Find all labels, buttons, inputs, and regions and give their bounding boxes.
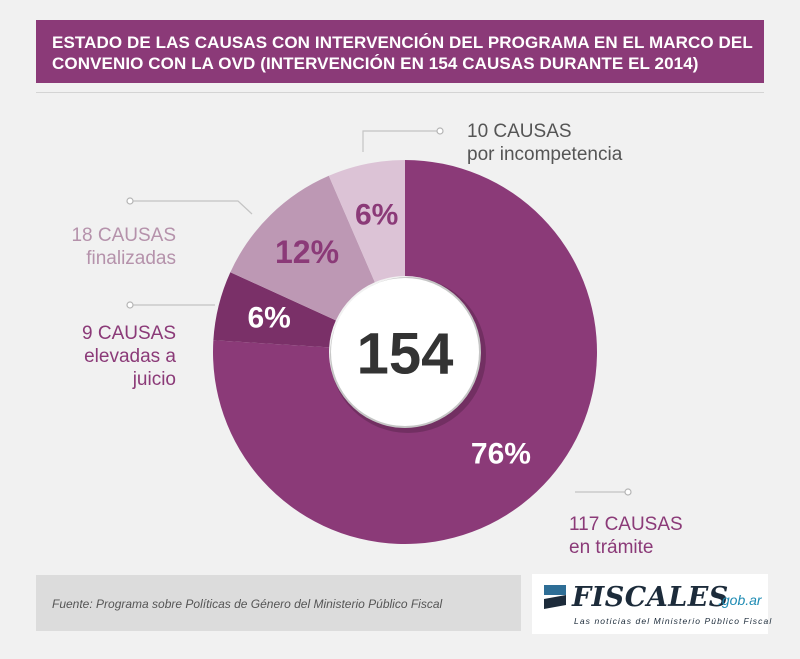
- leader-dot-finalizadas: [126, 197, 134, 205]
- percent-label-tramite: 76%: [471, 437, 531, 470]
- percent-label-incompetencia: 6%: [355, 198, 398, 231]
- logo-wordmark: FISCALES: [572, 582, 729, 613]
- slice-percent-labels: 76% 6% 12% 6%: [247, 198, 530, 470]
- callout-elevadas-count: 9 CAUSAS: [82, 323, 176, 344]
- callout-leaders: [126, 127, 632, 496]
- source-band: [36, 575, 521, 631]
- center-total-label: 154: [357, 322, 454, 387]
- source-note: Fuente: Programa sobre Políticas de Géne…: [52, 597, 443, 611]
- divider: [36, 92, 764, 93]
- callout-elevadas: 9 CAUSAS elevadas a juicio: [82, 322, 176, 391]
- callout-incompetencia-count: 10 CAUSAS: [467, 121, 572, 142]
- callout-incompetencia-desc: por incompetencia: [467, 144, 623, 165]
- leader-line-finalizadas: [130, 200, 253, 215]
- percent-label-elevadas: 6%: [247, 302, 290, 335]
- callout-elevadas-desc-1: elevadas a: [84, 346, 176, 367]
- callout-tramite: 117 CAUSAS en trámite: [569, 513, 683, 559]
- leader-dot-tramite: [624, 488, 632, 496]
- fiscales-logo[interactable]: FISCALES .gob.ar Las noticias del Minist…: [532, 574, 771, 634]
- callout-finalizadas-count: 18 CAUSAS: [71, 225, 176, 246]
- callout-tramite-desc: en trámite: [569, 537, 654, 558]
- chart-title-line-2: CONVENIO CON LA OVD (INTERVENCIÓN EN 154…: [52, 54, 699, 73]
- slice-elevadas: [213, 272, 336, 348]
- leader-dot-elevadas: [126, 301, 134, 309]
- slice-tramite: [213, 160, 597, 544]
- callout-incompetencia: 10 CAUSAS por incompetencia: [467, 120, 622, 166]
- center-hole: [331, 278, 479, 426]
- slice-finalizadas: [230, 175, 375, 321]
- chart-title-banner: ESTADO DE LAS CAUSAS CON INTERVENCIÓN DE…: [36, 20, 764, 83]
- slice-incompetencia: [328, 160, 405, 283]
- chart-title-line-1: ESTADO DE LAS CAUSAS CON INTERVENCIÓN DE…: [52, 33, 753, 52]
- donut-center: 154: [330, 277, 486, 433]
- flag-icon: [544, 585, 566, 609]
- leader-line-incompetencia: [362, 130, 440, 152]
- callout-tramite-count: 117 CAUSAS: [569, 514, 683, 535]
- donut-slices: [213, 160, 597, 544]
- logo-domain: .gob.ar: [718, 592, 762, 608]
- callout-finalizadas-desc: finalizadas: [86, 248, 176, 269]
- callout-finalizadas: 18 CAUSAS finalizadas: [71, 224, 176, 270]
- leader-dot-incompetencia: [436, 127, 444, 135]
- logo-tagline: Las noticias del Ministerio Público Fisc…: [574, 616, 773, 626]
- percent-label-finalizadas: 12%: [275, 234, 339, 270]
- callout-elevadas-desc-2: juicio: [132, 369, 176, 390]
